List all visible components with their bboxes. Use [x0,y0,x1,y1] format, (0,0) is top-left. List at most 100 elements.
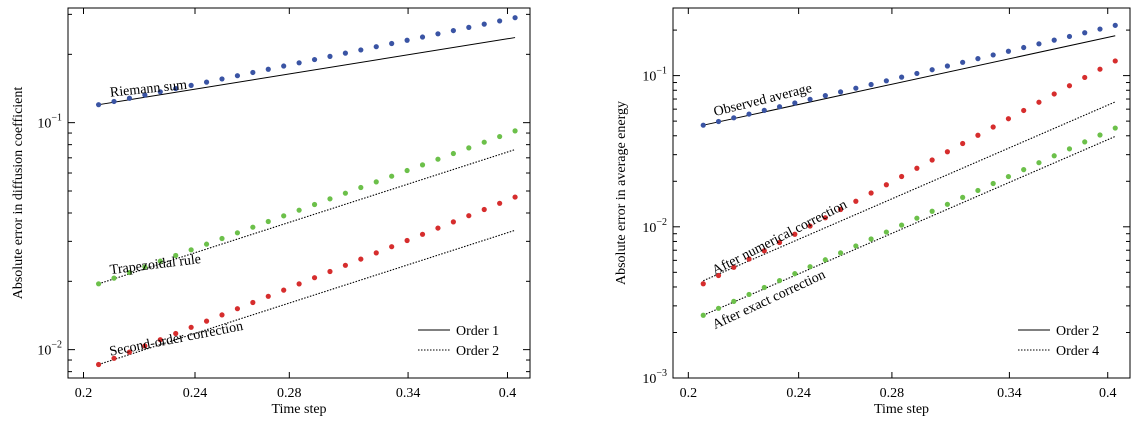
data-point [296,207,302,213]
x-axis-title: Time step [271,402,326,417]
data-point [731,298,737,304]
series-riemann-sum [95,15,518,108]
data-point [126,95,133,101]
data-point [914,70,920,77]
data-point [327,268,333,275]
plot-frame [672,7,1131,379]
data-point [914,165,920,171]
data-point [327,196,333,202]
data-point [807,96,813,102]
data-point [234,73,241,79]
data-point [435,156,441,162]
data-point [822,215,828,221]
data-point [899,222,905,228]
data-point [173,252,179,259]
data-point [95,102,102,108]
data-point [95,281,102,287]
x-tick-label: 0.2 [75,386,93,401]
data-point [700,312,706,318]
data-point [373,44,379,50]
data-point [466,145,472,151]
data-point [342,262,348,268]
x-axis-title: Time step [874,402,929,417]
data-point [265,293,271,299]
data-point [358,256,364,262]
data-point [746,256,752,262]
data-point [219,76,225,82]
data-point [761,248,767,254]
data-point [173,330,179,337]
data-point [126,349,133,355]
data-point [929,67,935,73]
x-tick-label: 0.34 [997,386,1022,401]
data-point [1066,83,1073,89]
data-point [731,115,737,121]
data-point [419,34,426,40]
data-point [822,257,828,263]
data-point [450,27,456,34]
data-point [203,241,210,247]
y-tick-label: 10−3 [642,368,667,387]
data-point [1066,146,1073,152]
data-point [853,85,859,91]
data-point [203,79,210,85]
data-point [1021,167,1027,173]
data-point [944,63,950,69]
data-point [234,306,241,312]
data-point [1036,41,1042,47]
data-point [990,124,996,130]
data-point [1051,153,1057,159]
y-tick-label: 10−2 [642,217,667,236]
data-point [899,74,905,80]
reference-line-order-2 [98,229,516,366]
data-point [807,264,813,270]
data-point [746,111,752,117]
data-point [404,167,410,174]
data-point [111,355,117,361]
data-point [373,250,379,256]
data-point [265,66,271,72]
data-point [929,157,935,163]
data-point [481,206,487,213]
data-point [1066,33,1073,40]
data-point [868,81,874,88]
data-point [899,173,905,180]
data-point [792,100,798,106]
data-point [466,213,472,219]
data-point [1112,125,1118,131]
x-tick-label: 0.28 [277,386,302,401]
x-tick-label: 0.4 [499,386,517,401]
reference-line-order-2 [703,35,1116,126]
data-point [883,229,889,235]
data-point [311,56,318,63]
annotation-second-order-correction: Second-order correction [108,319,244,360]
data-point [450,219,456,225]
data-point [281,213,287,219]
data-point [481,139,487,145]
data-point [481,21,487,27]
data-point [990,180,996,187]
annotation-trapezoidal-rule: Trapezoidal rule [109,252,202,278]
data-point [142,264,148,270]
data-point [296,60,302,66]
data-point [837,250,844,256]
legend-label-order-2: Order 2 [456,344,499,359]
data-point [960,140,966,147]
data-point [358,47,364,53]
data-point [1097,66,1103,72]
data-point [373,179,379,185]
data-point [990,52,996,58]
data-point [311,201,318,208]
data-point [837,206,844,213]
data-point [914,215,920,221]
data-point [1082,139,1088,145]
series-second-order-correction [95,194,518,368]
data-point [111,275,117,281]
data-point [203,318,210,324]
data-point [960,194,966,200]
data-point [250,299,256,306]
data-point [497,18,503,24]
reference-line-order-2 [98,149,516,285]
series-trapezoidal-rule [95,128,518,287]
